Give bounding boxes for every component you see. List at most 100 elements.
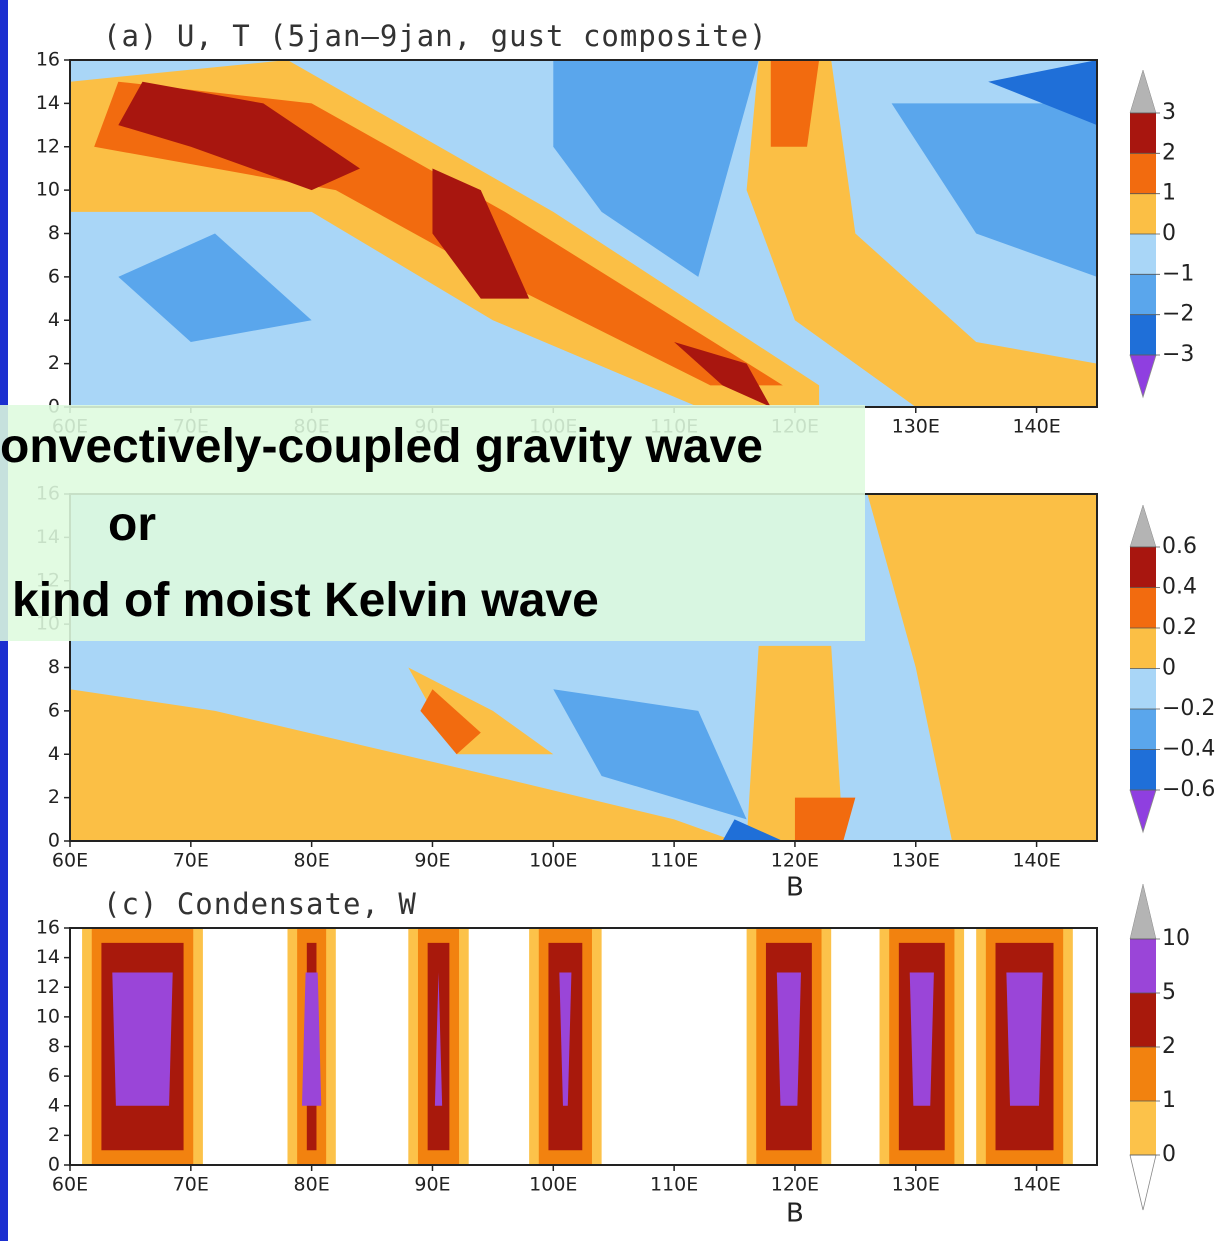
y-tick-label: 6 [48,265,60,287]
colorbar-segment [1130,628,1156,669]
x-tick-label: 130E [892,416,940,438]
y-tick-label: 4 [48,1094,60,1116]
field-region [434,972,443,1106]
colorbar-label: 1 [1162,1088,1176,1113]
y-tick-label: 2 [48,352,60,374]
x-axis-label: B [786,873,804,903]
x-tick-label: 130E [892,1174,940,1196]
colorbar-label: 0 [1162,221,1176,246]
y-tick-label: 0 [48,830,60,852]
x-tick-label: 60E [52,1174,88,1196]
x-tick-label: 110E [650,1174,698,1196]
field-region [118,81,360,191]
colorbar-label: 3 [1162,100,1176,125]
colorbar-segment [1130,314,1156,355]
colorbar-segment [1130,993,1156,1047]
colorbar-triangle [1129,1154,1157,1211]
field-region [674,341,771,407]
field-region [420,689,481,755]
colorbar-triangle [1129,354,1157,399]
annotation-line: or [108,498,156,551]
field-region [70,689,735,841]
field-region [112,972,173,1106]
colorbar-label: 1 [1162,181,1176,206]
x-tick-label: 110E [650,850,698,872]
contour-field [70,60,1097,407]
x-tick-label: 90E [414,850,450,872]
x-tick-label: 80E [294,850,330,872]
x-tick-label: 100E [529,850,577,872]
y-tick-label: 2 [48,786,60,808]
y-tick-label: 10 [36,1005,60,1027]
colorbar-label: 2 [1162,1034,1176,1059]
field-region [988,60,1097,126]
y-tick-label: 8 [48,222,60,244]
colorbar-segment [1130,587,1156,628]
colorbar-triangle [1129,883,1157,940]
colorbar-segment [1130,234,1156,275]
y-tick-label: 16 [36,917,60,939]
y-tick-label: 8 [48,656,60,678]
y-tick-label: 12 [36,135,60,157]
colorbar-triangle [1129,789,1157,834]
y-tick-label: 4 [48,743,60,765]
colorbar-segment [1130,274,1156,315]
x-tick-label: 120E [771,1174,819,1196]
colorbar-segment [1130,749,1156,790]
annotation-box: onvectively-coupled gravity wave or kind… [0,405,865,641]
x-tick-label: 140E [1012,850,1060,872]
field-region [909,972,934,1106]
field-region [553,689,747,820]
field-region [746,60,1097,407]
colorbar-label: 0 [1162,1142,1176,1167]
colorbar-label: 2 [1162,140,1176,165]
y-tick-label: 12 [36,976,60,998]
annotation-line: onvectively-coupled gravity wave [0,420,763,473]
x-tick-label: 60E [52,850,88,872]
field-region [867,494,1097,841]
annotation-line: kind of moist Kelvin wave [12,574,599,627]
colorbar-segment [1130,193,1156,234]
x-tick-label: 130E [892,850,940,872]
y-tick-label: 10 [36,179,60,201]
field-region [553,60,759,277]
colorbar-triangle [1129,69,1157,114]
colorbar-label: −1 [1162,261,1194,286]
contour-field [70,928,1097,1165]
panel-title: (c) Condensate, W [103,887,417,921]
x-tick-label: 140E [1012,416,1060,438]
y-tick-label: 4 [48,309,60,331]
colorbar-label: −2 [1162,302,1194,327]
y-tick-label: 8 [48,1035,60,1057]
x-tick-label: 90E [414,1174,450,1196]
colorbar-segment [1130,668,1156,709]
colorbar-triangle [1129,504,1157,548]
colorbar-label: 10 [1162,926,1190,951]
field-region [559,972,572,1106]
panel-title: (a) U, T (5jan–9jan, gust composite) [103,19,768,53]
field-region [794,797,856,841]
field-region [301,972,322,1106]
y-tick-label: 6 [48,699,60,721]
colorbar-segment [1130,1047,1156,1101]
x-tick-label: 140E [1012,1174,1060,1196]
field-region [746,645,844,841]
y-tick-label: 0 [48,1154,60,1176]
field-region [770,60,820,147]
colorbar-label: 0.2 [1162,615,1197,640]
field-region [776,972,801,1106]
field-region [1006,972,1043,1106]
x-tick-label: 70E [173,1174,209,1196]
y-tick-label: 6 [48,1065,60,1087]
colorbar-segment [1130,709,1156,750]
y-tick-label: 14 [36,92,60,114]
x-axis-label: B [786,1199,804,1229]
y-tick-label: 2 [48,1124,60,1146]
field-region [891,103,1097,277]
field-region [432,168,530,299]
colorbar-segment [1130,1101,1156,1155]
colorbar-label: 0.6 [1162,534,1197,559]
colorbar-label: −0.4 [1162,737,1215,762]
colorbar-label: 0 [1162,656,1176,681]
colorbar-segment [1130,153,1156,194]
